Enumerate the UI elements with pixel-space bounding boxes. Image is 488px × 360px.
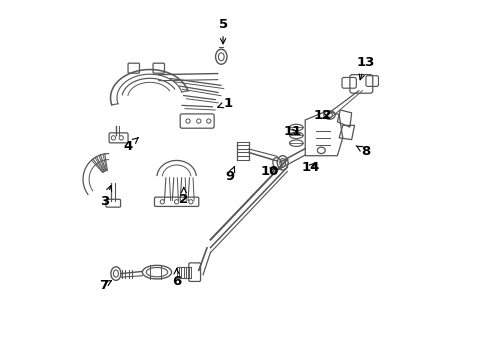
Text: 11: 11: [283, 125, 301, 138]
Text: 3: 3: [101, 185, 111, 208]
Text: 12: 12: [313, 109, 331, 122]
Text: 10: 10: [260, 165, 278, 177]
Text: 14: 14: [301, 161, 319, 174]
Text: 1: 1: [217, 97, 232, 110]
Text: 9: 9: [225, 167, 234, 183]
Text: 6: 6: [172, 269, 181, 288]
Text: 7: 7: [99, 279, 111, 292]
Text: 8: 8: [355, 145, 370, 158]
Text: 2: 2: [179, 187, 188, 206]
Text: 4: 4: [123, 138, 138, 153]
Text: 5: 5: [218, 18, 227, 44]
Text: 13: 13: [356, 55, 374, 80]
